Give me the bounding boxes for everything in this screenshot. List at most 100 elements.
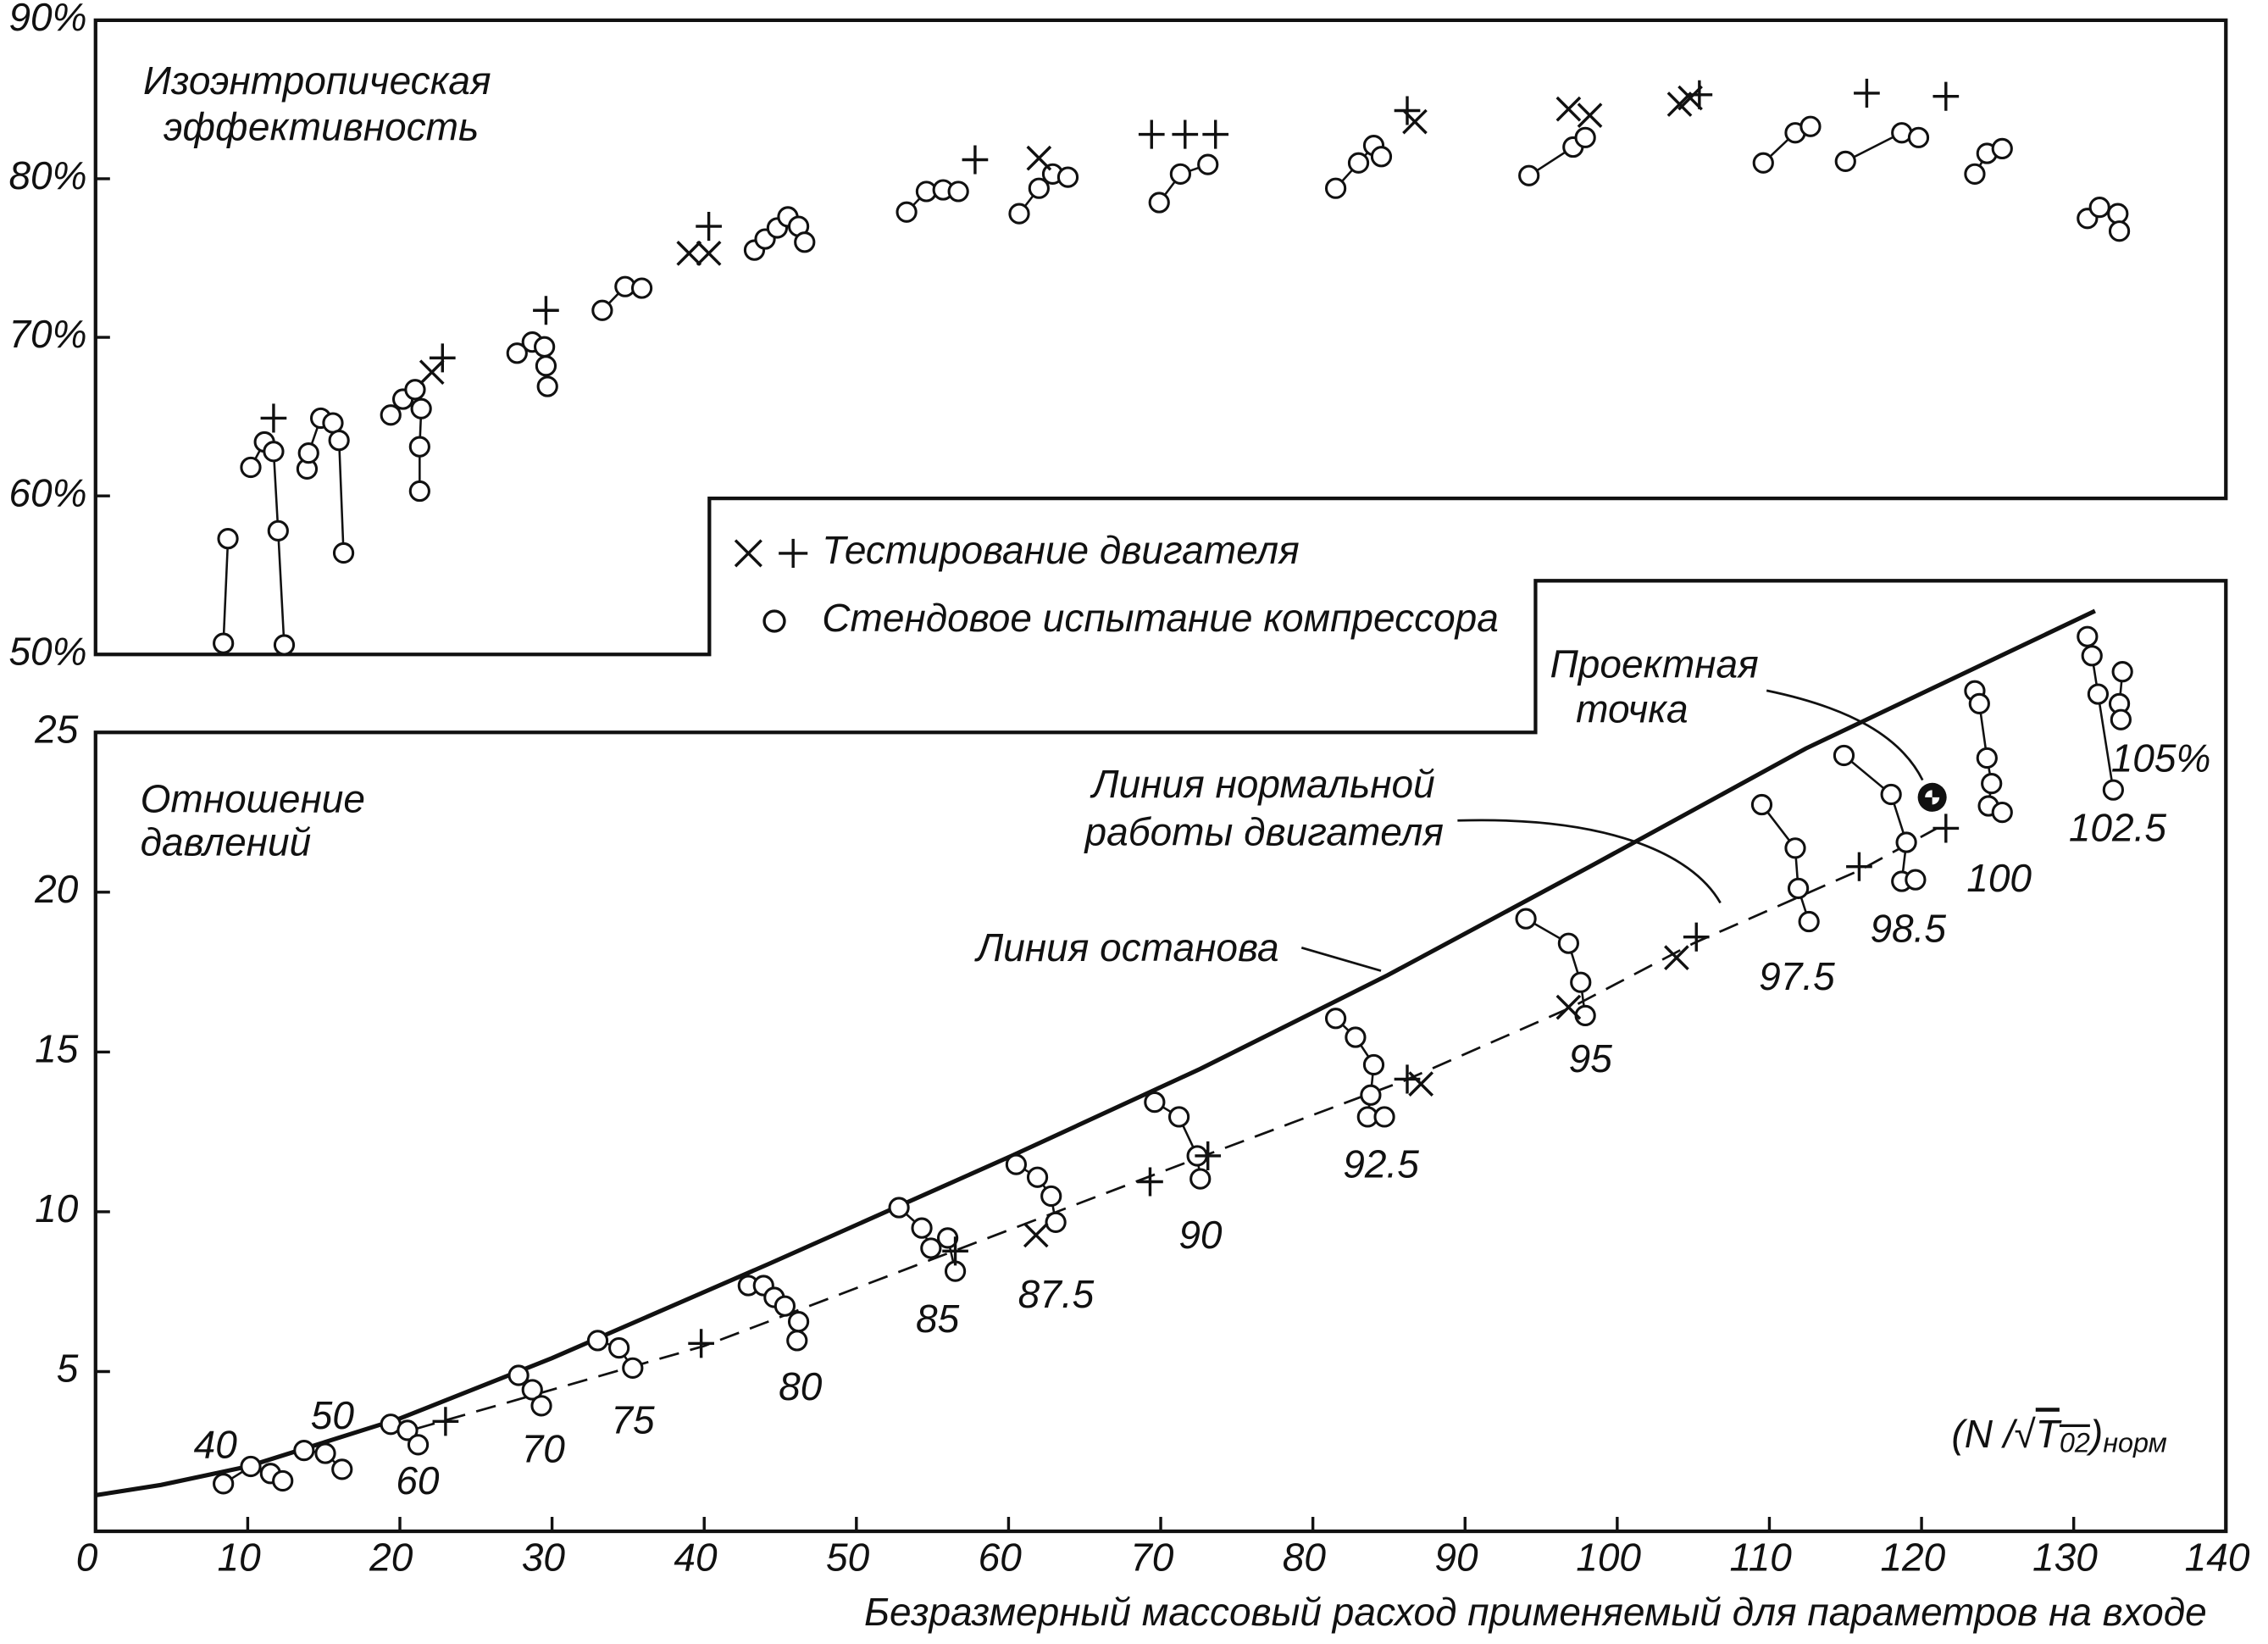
bench-point xyxy=(322,412,344,434)
x-tick-label: 90 xyxy=(1434,1535,1478,1579)
bench-point xyxy=(1798,910,1820,933)
y-tick-label: 90% xyxy=(8,0,86,39)
y-axis-label: эффективность xyxy=(164,105,479,149)
bench-point xyxy=(1028,177,1050,199)
engine-cross xyxy=(1664,945,1689,970)
engine-cross xyxy=(419,359,445,386)
bench-point xyxy=(536,375,558,397)
bench-point xyxy=(591,299,613,321)
bench-point xyxy=(786,1330,808,1352)
bench-point xyxy=(396,1419,419,1441)
bench-point xyxy=(1324,177,1347,199)
bench-point xyxy=(534,336,556,358)
bench-point xyxy=(586,1330,609,1352)
bench-point xyxy=(267,519,289,542)
bench-point xyxy=(774,1295,796,1317)
bench-point xyxy=(2081,645,2103,667)
bench-point xyxy=(332,542,355,564)
engine-plus xyxy=(1683,922,1710,952)
bench-point xyxy=(1347,152,1370,174)
bench-point xyxy=(535,355,557,377)
bench-point xyxy=(947,181,969,203)
bench-point xyxy=(2087,683,2110,705)
legend-label: Тестирование двигателя xyxy=(822,528,1299,572)
speed-label: 92.5 xyxy=(1343,1142,1419,1186)
bench-point xyxy=(213,1473,235,1495)
speed-line xyxy=(1843,754,1916,883)
x-tick-label: 110 xyxy=(1730,1535,1793,1579)
legend-label: Стендовое испытание компрессора xyxy=(822,596,1499,640)
bench-point xyxy=(896,201,918,223)
bench-point xyxy=(1880,783,1902,806)
engine-cross xyxy=(1023,1222,1049,1248)
engine-cross xyxy=(1577,103,1603,128)
bench-point xyxy=(410,397,432,419)
speed-label: 75 xyxy=(611,1397,655,1441)
bench-point xyxy=(608,1336,630,1359)
engine-plus xyxy=(260,403,287,433)
x-tick-label: 10 xyxy=(218,1535,262,1579)
bench-point xyxy=(1895,831,1917,853)
bench-point xyxy=(1169,163,1192,185)
design-point xyxy=(1917,782,1947,812)
y-tick-label: 10 xyxy=(35,1186,79,1230)
bench-point xyxy=(2088,197,2110,219)
bench-point xyxy=(1373,1106,1395,1128)
bench-point xyxy=(2111,661,2133,683)
engine-plus xyxy=(1137,1167,1163,1197)
y-axis-label: Отношение xyxy=(141,776,365,820)
engine-cross xyxy=(696,241,722,266)
speed-label: 40 xyxy=(194,1422,238,1466)
bench-point xyxy=(1991,137,2013,160)
stall-line xyxy=(95,608,2096,1497)
engine-cross xyxy=(1555,96,1582,122)
speed-label: 70 xyxy=(522,1426,566,1470)
engine-cross xyxy=(1555,994,1582,1020)
bench-point xyxy=(1968,692,1990,714)
bench-point xyxy=(1360,1084,1382,1106)
bench-point xyxy=(407,1434,430,1456)
speed-label: 50 xyxy=(311,1393,355,1437)
bench-point xyxy=(1189,1168,1212,1190)
y-tick-label: 20 xyxy=(34,867,79,911)
bench-point xyxy=(1981,773,2003,795)
lower-frame xyxy=(93,579,2228,1534)
bench-point xyxy=(1784,837,1806,859)
bench-point xyxy=(273,634,296,656)
engine-plus xyxy=(1933,814,1960,843)
x-axis-label: Безразмерный массовый расход применяемый… xyxy=(864,1590,2207,1634)
speed-parameter: (N /√T02)норм xyxy=(1951,1412,2167,1458)
bench-point xyxy=(787,1311,810,1333)
bench-point xyxy=(920,1237,942,1259)
legend: Тестирование двигателя Стендовое испытан… xyxy=(734,528,1499,640)
y-tick-label: 25 xyxy=(34,707,79,751)
bench-point xyxy=(328,430,350,452)
engine-plus xyxy=(696,212,722,242)
engine-plus xyxy=(962,145,989,175)
speed-label: 87.5 xyxy=(1018,1272,1095,1316)
x-tick-label: 50 xyxy=(826,1535,870,1579)
speed-label: 105% xyxy=(2111,736,2211,780)
bench-point xyxy=(2077,625,2099,647)
bench-point xyxy=(1056,166,1079,188)
speed-label: 90 xyxy=(1178,1213,1223,1257)
efficiency-line xyxy=(222,538,230,644)
speed-param-part: норм xyxy=(2103,1427,2167,1458)
bench-point xyxy=(530,1395,552,1417)
engine-plus xyxy=(432,1407,459,1436)
bench-point xyxy=(1905,869,1927,891)
y-axis-label: Изоэнтропическая xyxy=(143,58,491,103)
speed-line xyxy=(1525,918,1587,1016)
x-tick-label: 20 xyxy=(369,1535,413,1579)
bench-point xyxy=(1324,1008,1347,1030)
engine-cross xyxy=(1402,108,1428,135)
bench-point xyxy=(1008,203,1030,225)
speed-label: 60 xyxy=(396,1458,440,1502)
design-point-outer xyxy=(1917,782,1947,812)
bench-point xyxy=(1515,908,1537,930)
x-tick-label: 0 xyxy=(76,1535,98,1579)
x-tick-label: 80 xyxy=(1283,1535,1327,1579)
speed-label: 95 xyxy=(1569,1036,1613,1080)
